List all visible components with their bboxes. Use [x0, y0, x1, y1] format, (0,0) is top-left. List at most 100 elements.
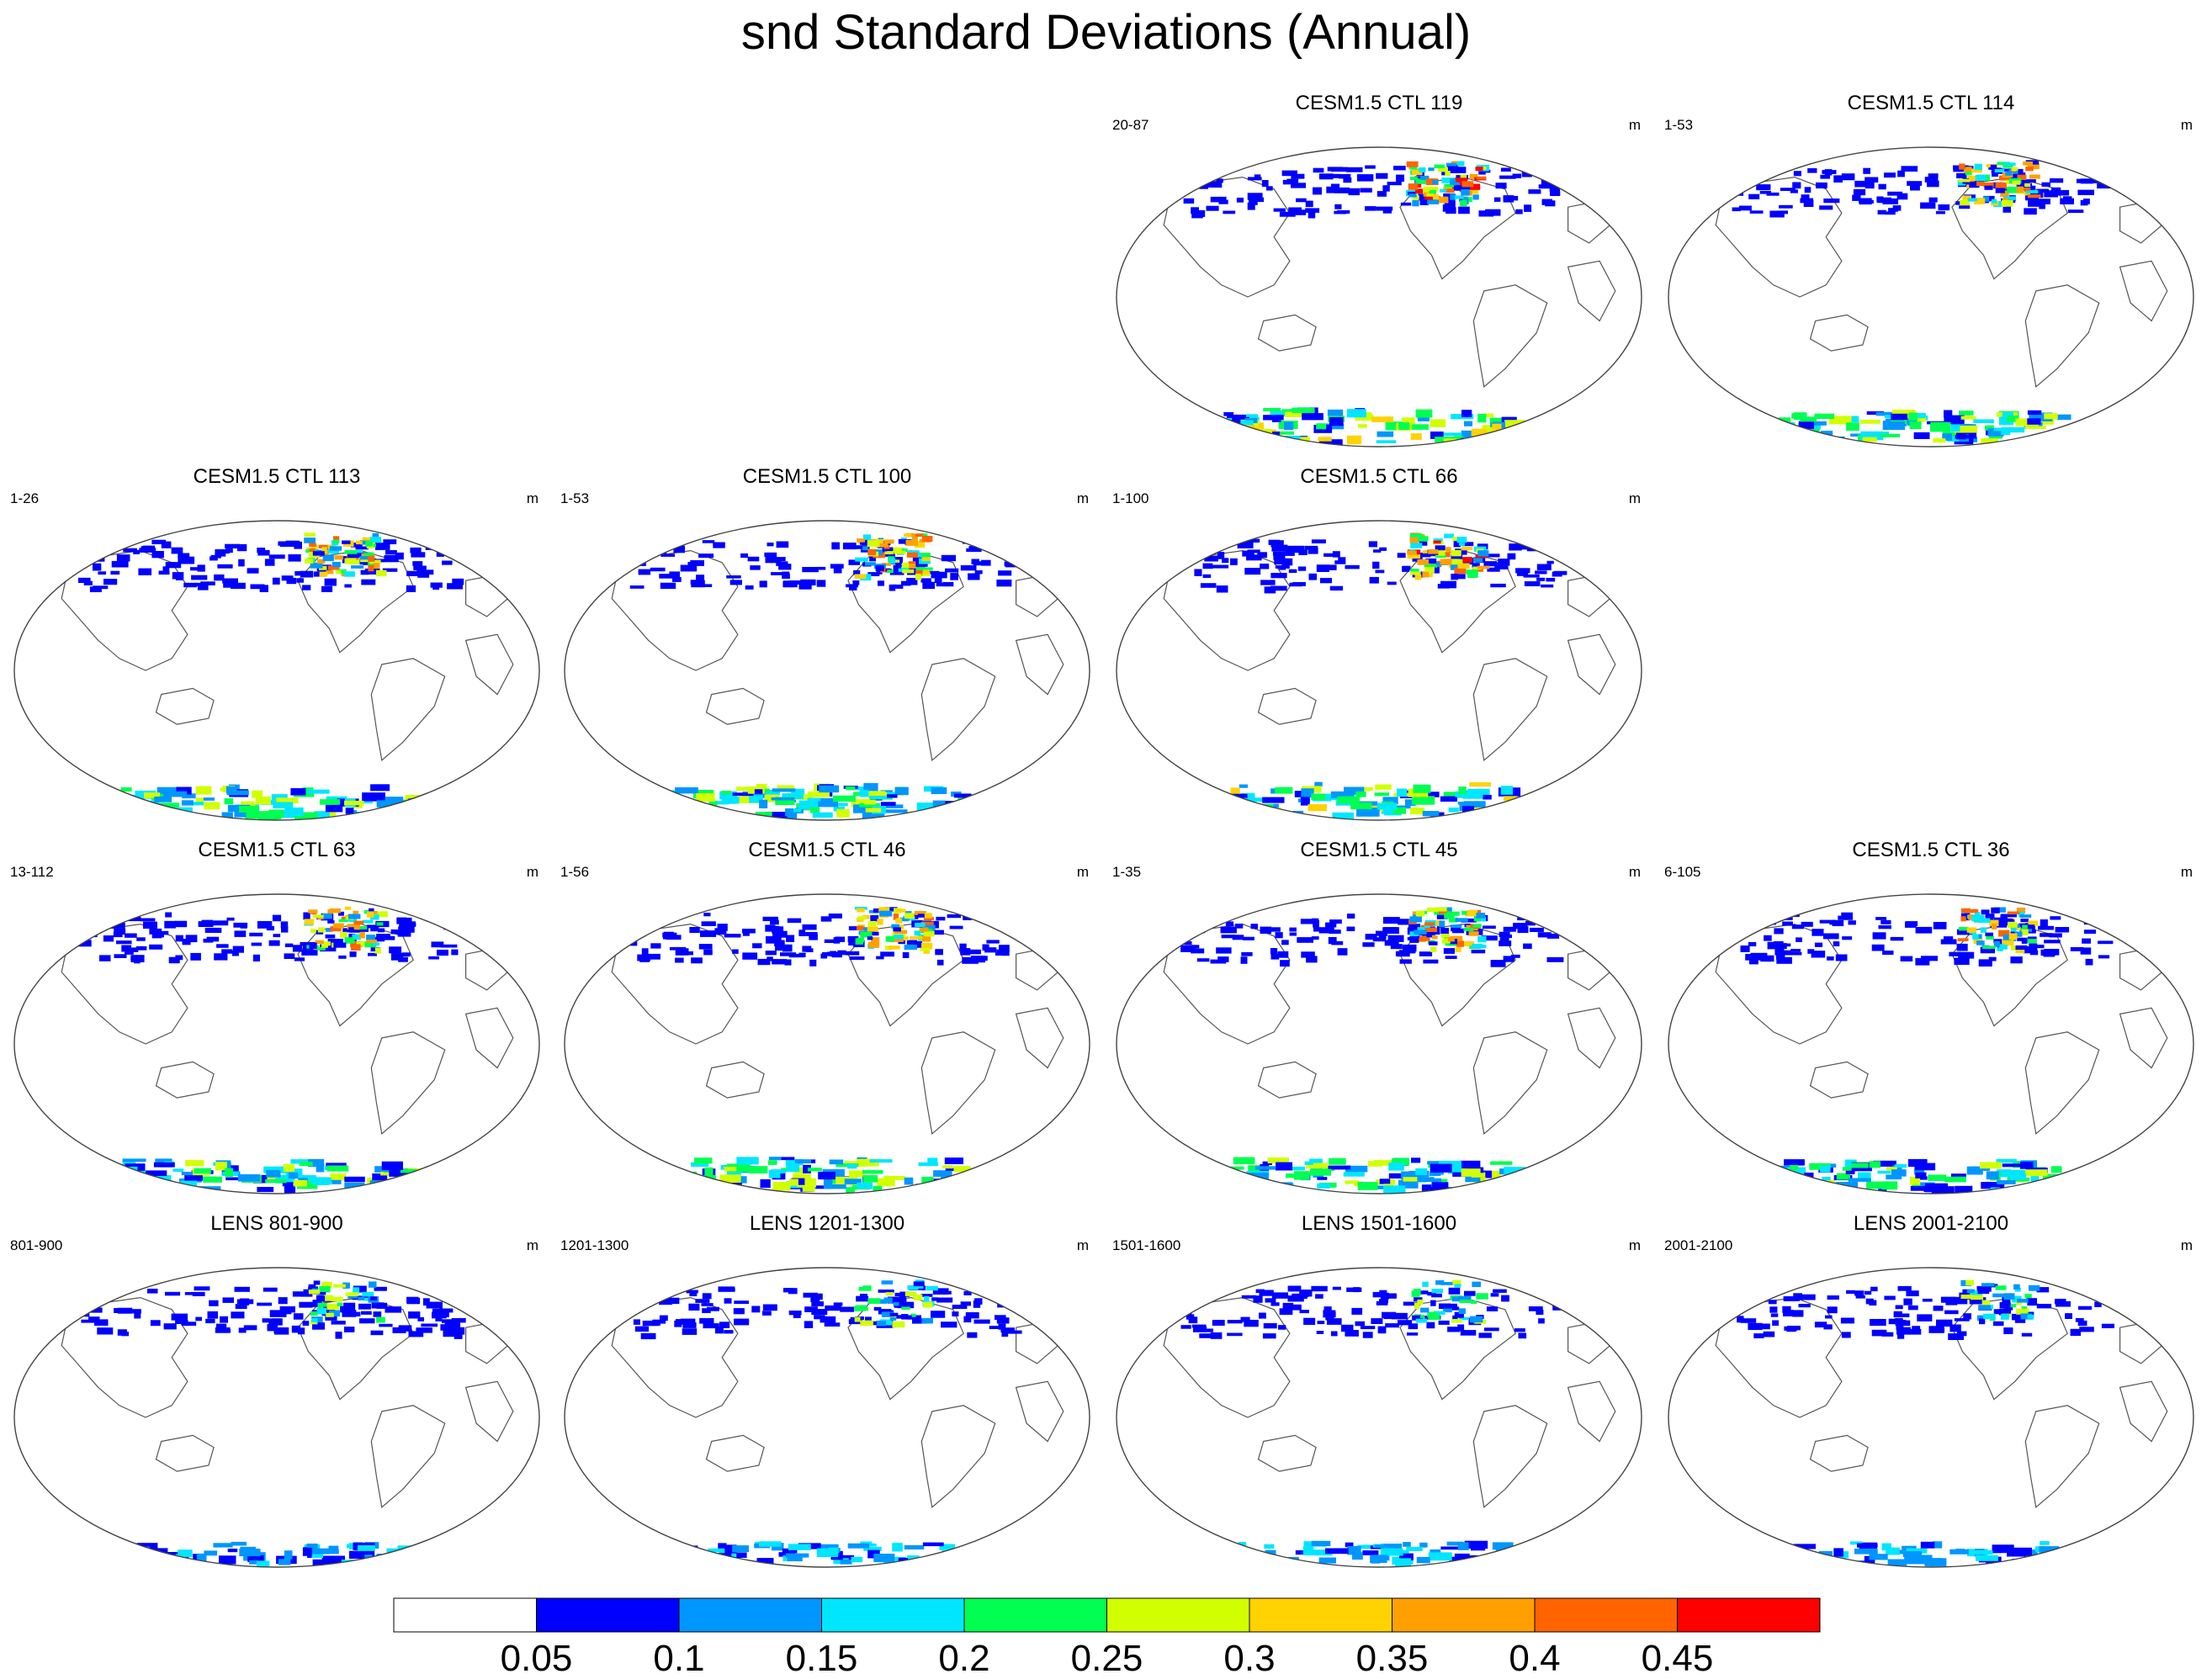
snow-cell [1546, 560, 1554, 564]
snow-cell [1461, 189, 1470, 196]
snow-cell [136, 1543, 158, 1549]
snow-cell [1005, 1330, 1022, 1334]
snow-cell [280, 921, 289, 929]
snow-cell [122, 1158, 146, 1163]
snow-cell [1814, 1321, 1827, 1328]
snow-cell [819, 785, 840, 793]
snow-cell [1328, 1165, 1351, 1170]
snow-cell [1318, 1557, 1336, 1564]
snow-cell [1328, 937, 1337, 945]
snow-cell [2028, 920, 2039, 927]
snow-cell [103, 579, 118, 585]
snow-cell [1740, 945, 1750, 952]
snow-cell [719, 1183, 729, 1189]
snow-cell [1981, 909, 1990, 915]
snow-cell [2098, 940, 2114, 945]
snow-cell [1422, 550, 1430, 553]
snow-cell [369, 1281, 377, 1288]
snow-cell [1472, 563, 1480, 568]
snow-cell [1764, 935, 1772, 941]
snow-cell [862, 1175, 878, 1183]
snow-cell [398, 926, 415, 933]
continent-outline [1567, 1007, 1616, 1069]
snow-cell [1277, 951, 1289, 958]
snow-cell [2021, 940, 2028, 944]
snow-cell [1996, 1169, 2011, 1178]
panel-title: LENS 2001-2100 [1853, 1212, 2009, 1235]
snow-cell [948, 1560, 971, 1567]
snow-cell [1391, 1312, 1408, 1320]
map-panel: CESM1.5 CTL 45 1-35 m [1106, 838, 1652, 1208]
snow-cell [1451, 164, 1459, 168]
snow-cell [1337, 948, 1348, 956]
snow-cell [188, 802, 204, 806]
snow-cell [982, 944, 989, 951]
snow-cell [742, 791, 766, 798]
continent-outline [705, 1434, 765, 1472]
snow-cell [360, 1549, 375, 1557]
snow-cell [1329, 919, 1342, 924]
continent-outline [1257, 314, 1317, 352]
snow-cell [1325, 922, 1337, 928]
snow-cell [1991, 907, 2000, 914]
snow-cell [231, 951, 239, 956]
snow-cell [1841, 1332, 1851, 1338]
snow-cell [1383, 1185, 1406, 1194]
snow-cell [1337, 796, 1355, 803]
panel-year-range: 1501-1600 [1112, 1237, 1181, 1253]
snow-cell [1771, 943, 1787, 949]
snow-cell [804, 1306, 818, 1312]
snow-cell [443, 1329, 459, 1337]
snow-cell [694, 1157, 713, 1164]
snow-cell [417, 1316, 424, 1321]
snow-cell [1004, 561, 1016, 567]
snow-cell [782, 793, 804, 799]
snow-cell [432, 1308, 448, 1315]
snow-cell [922, 581, 936, 590]
snow-cell [1285, 411, 1303, 417]
snow-cell [1270, 953, 1280, 960]
snow-cell [344, 1327, 355, 1332]
continent-outline [1809, 314, 1869, 352]
snow-cell [2007, 416, 2019, 422]
snow-cell [2018, 911, 2024, 917]
snow-cell [1370, 1555, 1387, 1563]
snow-cell [1350, 802, 1372, 810]
snow-cell [1780, 188, 1796, 191]
snow-cell [726, 575, 741, 579]
snow-cell [135, 945, 147, 951]
snow-cell [1299, 1310, 1309, 1314]
snow-cell [332, 1179, 342, 1184]
snow-cell [1374, 1544, 1387, 1549]
snow-cell [660, 553, 676, 557]
snow-cell [214, 574, 225, 581]
snow-cell [901, 1306, 910, 1310]
snow-cell [123, 548, 137, 553]
snow-cell [963, 1316, 972, 1323]
snow-cell [2078, 1306, 2093, 1311]
snow-cell [1914, 1163, 1936, 1171]
snow-cell [302, 585, 311, 591]
snow-cell [1379, 1178, 1391, 1184]
snow-cell [857, 925, 864, 931]
snow-cell [225, 543, 240, 548]
snow-cell [1323, 1306, 1332, 1311]
snow-cell [1232, 935, 1244, 940]
snow-cell [359, 1318, 375, 1324]
snow-cell [1792, 1310, 1804, 1317]
panel-year-range: 1-56 [560, 864, 590, 880]
snow-cell [1733, 1300, 1748, 1307]
snow-cell [1311, 936, 1319, 940]
snow-cell [267, 1324, 278, 1332]
snow-cell [1434, 164, 1445, 169]
snow-cell [301, 949, 318, 956]
snow-cell [1862, 437, 1877, 442]
snow-cell [904, 533, 911, 537]
snow-cell [868, 791, 886, 797]
snow-cell [1907, 1158, 1928, 1168]
snow-cell [403, 813, 420, 820]
snow-cell [1549, 186, 1561, 192]
continent-outline [1472, 1031, 1548, 1135]
snow-cell [1774, 928, 1784, 935]
snow-cell [1262, 1333, 1276, 1339]
